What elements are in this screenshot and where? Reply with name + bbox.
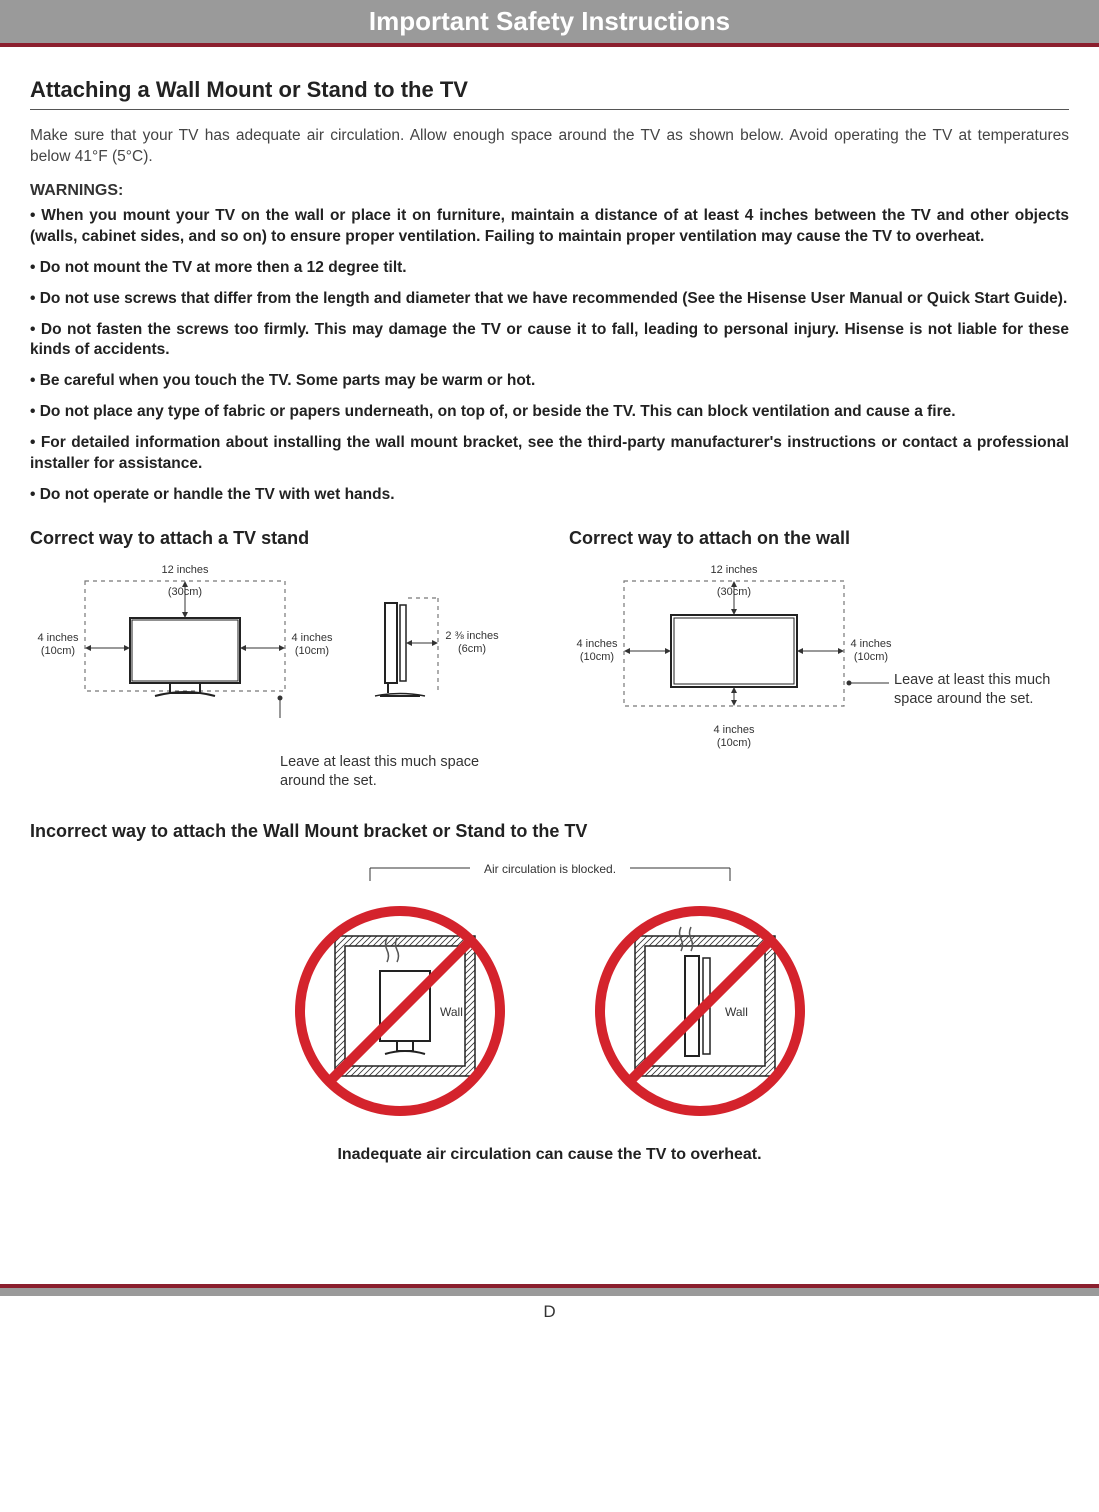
wall-diagram-title: Correct way to attach on the wall [569,528,1069,549]
stand-leave-note: Leave at least this much space around th… [280,753,509,791]
warning-item-3: • Do not use screws that differ from the… [30,289,1069,310]
dim-top-cm: (30cm) [168,586,202,598]
section-title: Attaching a Wall Mount or Stand to the T… [30,77,1069,110]
stand-diagram: 12 inches (30cm) 4 inches (10cm) 4 inche… [30,563,509,791]
svg-text:Air circulation is blocked.: Air circulation is blocked. [483,862,615,876]
dim-right-in: 4 inches [292,632,333,644]
incorrect-section: Incorrect way to attach the Wall Mount b… [30,821,1069,1164]
dim-top-in: 12 inches [161,564,209,576]
incorrect-title: Incorrect way to attach the Wall Mount b… [30,821,1069,842]
wall-leave-note: Leave at least this much space around th… [894,671,1064,709]
warning-item-7: • For detailed information about install… [30,433,1069,475]
stand-diagram-title: Correct way to attach a TV stand [30,528,509,549]
prohibit-stand-diagram: Wall [285,896,515,1126]
wall-diagram-col: Correct way to attach on the wall [569,528,1069,791]
warning-item-1: • When you mount your TV on the wall or … [30,206,1069,248]
svg-text:(10cm): (10cm) [580,651,614,663]
svg-text:4 inches: 4 inches [714,724,755,736]
svg-text:(30cm): (30cm) [717,586,751,598]
svg-text:(10cm): (10cm) [854,651,888,663]
svg-text:Wall: Wall [440,1005,463,1019]
wall-diagram: 12 inches (30cm) 4 inches (10cm) 4 inche… [569,563,1069,763]
svg-text:4 inches: 4 inches [851,638,892,650]
dim-left-in: 4 inches [38,632,79,644]
dim-left-cm: (10cm) [41,645,75,657]
warning-item-5: • Be careful when you touch the TV. Some… [30,371,1069,392]
dim-back-in: 2 ⅜ inches [445,630,499,642]
page-letter: D [30,1302,1069,1322]
warning-item-2: • Do not mount the TV at more then a 12 … [30,258,1069,279]
prohibit-wall-diagram: Wall [585,896,815,1126]
incorrect-diagrams: Wall Wall [30,896,1069,1126]
air-blocked-connector: Air circulation is blocked. [200,856,900,886]
page-header: Important Safety Instructions [0,0,1099,47]
stand-diagram-col: Correct way to attach a TV stand [30,528,509,791]
overheat-note: Inadequate air circulation can cause the… [30,1146,1069,1164]
warnings-label: WARNINGS: [30,182,1069,200]
footer-bar [0,1284,1099,1296]
svg-text:(10cm): (10cm) [717,737,751,749]
dim-back-cm: (6cm) [458,643,486,655]
dim-right-cm: (10cm) [295,645,329,657]
correct-diagrams-row: Correct way to attach a TV stand [30,528,1069,791]
svg-text:Wall: Wall [725,1005,748,1019]
intro-paragraph: Make sure that your TV has adequate air … [30,126,1069,168]
warning-item-8: • Do not operate or handle the TV with w… [30,485,1069,506]
svg-text:4 inches: 4 inches [577,638,618,650]
warning-item-4: • Do not fasten the screws too firmly. T… [30,320,1069,362]
warning-item-6: • Do not place any type of fabric or pap… [30,402,1069,423]
svg-text:12 inches: 12 inches [710,564,758,576]
